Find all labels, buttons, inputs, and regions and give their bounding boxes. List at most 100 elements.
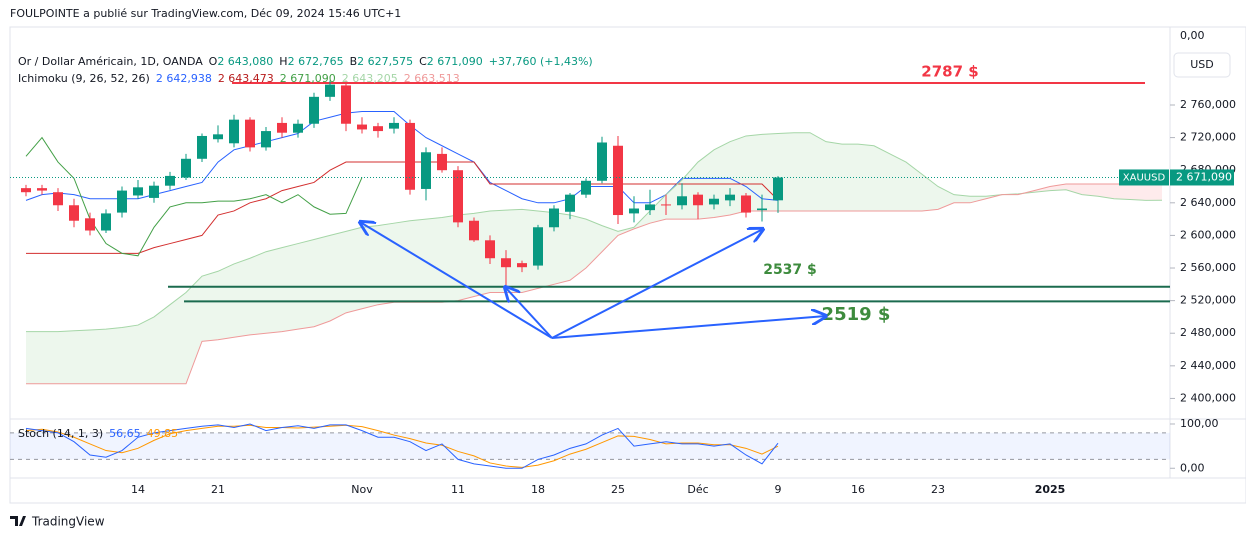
stoch-name: Stoch (14, 1, 3) <box>18 427 103 440</box>
cloud-fill <box>490 210 506 293</box>
x-tick-label: 18 <box>531 483 545 496</box>
candle-body <box>757 208 767 211</box>
top-label: 0,00 <box>1180 29 1205 42</box>
cloud-fill <box>426 217 442 303</box>
cloud-fill <box>554 212 570 285</box>
d-value: 49,85 <box>147 427 179 440</box>
level-label: 2787 $ <box>921 63 978 81</box>
h-label: H <box>279 55 287 68</box>
cloud-fill <box>90 329 106 384</box>
cloud-fill <box>570 215 586 281</box>
cloud-fill <box>874 145 890 211</box>
candle-body <box>277 122 287 133</box>
y-tick-label: 2 560,000 <box>1180 261 1236 274</box>
arrow <box>360 222 553 339</box>
y-tick-label: 2 600,000 <box>1180 228 1236 241</box>
candle-body <box>597 142 607 181</box>
tenkan-value: 2 642,938 <box>156 72 212 85</box>
cloud-fill <box>394 220 410 303</box>
ichimoku-name: Ichimoku (9, 26, 52, 26) <box>18 72 150 85</box>
cloud-fill <box>954 194 970 203</box>
o-value: 2 643,080 <box>217 55 273 68</box>
legend-stoch: Stoch (14, 1, 3) 56,65 49,85 <box>18 427 178 440</box>
candle-body <box>725 194 735 201</box>
level-label: 2519 $ <box>822 304 891 325</box>
candle-body <box>629 208 639 214</box>
cloud-fill <box>362 225 378 309</box>
cloud-fill <box>714 141 730 218</box>
span-a-value: 2 643,205 <box>342 72 398 85</box>
cloud-fill <box>106 327 122 384</box>
cloud-fill <box>1082 184 1098 197</box>
cloud-fill <box>906 162 922 211</box>
candle-body <box>741 195 751 213</box>
brand-logo <box>10 516 26 526</box>
y-tick-label: 2 520,000 <box>1180 294 1236 307</box>
stoch-k <box>25 423 779 469</box>
candle-body <box>517 263 527 268</box>
cloud-fill <box>666 179 682 220</box>
stoch-tick-label: 100,00 <box>1180 417 1219 430</box>
b-value: 2 627,575 <box>357 55 413 68</box>
candle-body <box>373 126 383 132</box>
cloud-fill <box>1130 184 1146 201</box>
frame <box>9 26 1246 504</box>
x-tick-label: 2025 <box>1035 483 1066 496</box>
last-price-label: 2 671,090 <box>1176 170 1232 183</box>
candle-body <box>53 192 63 206</box>
y-tick-label: 2 440,000 <box>1180 359 1236 372</box>
candle-body <box>309 96 319 124</box>
candle-body <box>613 145 623 216</box>
stoch-d <box>25 424 779 468</box>
x-tick-label: 23 <box>931 483 945 496</box>
h-value: 2 672,765 <box>288 55 344 68</box>
arrow <box>505 287 553 339</box>
candle-body <box>437 153 447 171</box>
x-tick-label: 21 <box>211 483 225 496</box>
cloud-fill <box>58 330 74 384</box>
arrow <box>551 316 826 339</box>
cloud-fill <box>410 219 426 303</box>
x-tick-label: 16 <box>851 483 865 496</box>
y-tick-label: 2 720,000 <box>1180 131 1236 144</box>
currency[interactable]: USD <box>1190 58 1214 71</box>
cloud-fill <box>250 251 266 335</box>
ichimoku-kijun <box>26 161 779 254</box>
symbol-tag-text: XAUUSD <box>1123 172 1166 183</box>
candle-body <box>485 240 495 259</box>
x-tick-label: 14 <box>131 483 145 496</box>
cloud-fill <box>650 194 666 224</box>
cloud-fill <box>1098 184 1114 199</box>
symbol-tag <box>1119 169 1169 186</box>
y-tick-label: 2 640,000 <box>1180 196 1236 209</box>
o-label: O <box>209 55 218 68</box>
cloud-fill <box>314 235 330 327</box>
currency-button[interactable] <box>1173 52 1231 78</box>
cloud-fill <box>1050 184 1066 191</box>
cloud-fill <box>266 247 282 334</box>
candle-body <box>133 187 143 196</box>
x-tick-label: 11 <box>451 483 465 496</box>
cloud-fill <box>794 132 810 211</box>
candle-body <box>549 208 559 228</box>
ichimoku-span-a <box>26 132 1163 333</box>
candle-body <box>469 220 479 241</box>
candle-body <box>261 131 271 148</box>
y-tick-label: 2 480,000 <box>1180 326 1236 339</box>
candle-body <box>533 227 543 266</box>
candle-body <box>773 177 783 201</box>
cloud-fill <box>826 141 842 211</box>
cloud-fill <box>890 153 906 211</box>
x-tick-label: 9 <box>775 483 782 496</box>
candle-body <box>325 84 335 97</box>
candle-body <box>357 124 367 130</box>
cloud-fill <box>378 223 394 305</box>
cloud-fill <box>970 196 986 203</box>
candle-body <box>501 258 511 268</box>
cloud-fill <box>234 258 250 338</box>
candle-body <box>245 119 255 148</box>
cloud-fill <box>154 304 170 384</box>
candle-body <box>341 85 351 124</box>
stoch-tick-label: 0,00 <box>1180 461 1205 474</box>
